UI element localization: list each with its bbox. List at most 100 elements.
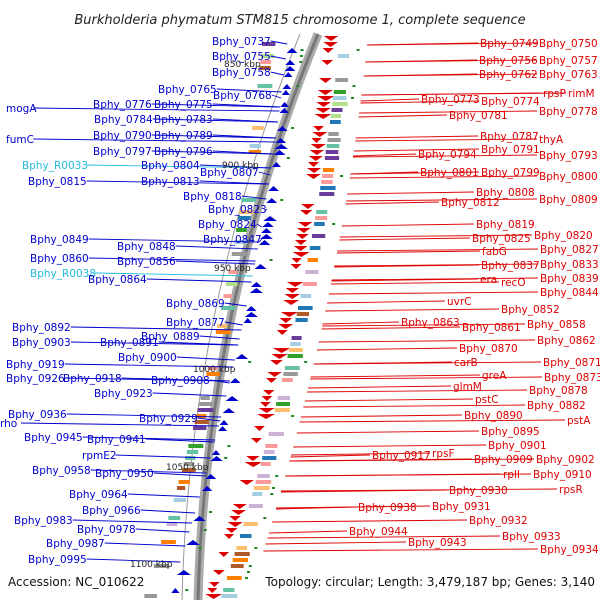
leader-line <box>33 138 276 143</box>
annotation-block <box>324 156 340 160</box>
gene-label-left: Bphy_0797 <box>93 146 152 158</box>
minus-strand-gene <box>243 318 253 323</box>
leader-line <box>307 389 528 393</box>
gene-label-left: Bphy_0923 <box>94 388 153 400</box>
annotation-block <box>196 414 207 418</box>
plus-strand-gene <box>212 570 225 575</box>
gene-label-right: Bphy_0871 <box>543 357 600 369</box>
plus-strand-gene <box>316 102 331 107</box>
leader-line <box>360 98 420 102</box>
annotation-block <box>231 252 248 256</box>
plus-strand-gene <box>285 288 300 293</box>
gene-label-right: Bphy_0934 <box>540 544 599 556</box>
annotation-block <box>277 396 291 400</box>
plus-strand-gene <box>301 204 315 209</box>
annotation-block <box>327 138 341 142</box>
rna-marker <box>352 85 356 87</box>
annotation-block <box>223 294 233 298</box>
plus-strand-gene <box>231 510 247 515</box>
leader-line <box>337 248 539 252</box>
annotation-block <box>232 558 248 562</box>
minus-strand-gene <box>279 108 289 113</box>
gene-label-right: Bphy_0774 <box>481 96 540 108</box>
gene-label-left: Bphy_0889 <box>141 331 200 343</box>
plus-strand-gene <box>314 114 332 119</box>
plus-strand-gene <box>279 318 293 323</box>
gene-label-left: Bphy_0824 <box>198 219 257 231</box>
gene-label-right: Bphy_0932 <box>469 515 528 527</box>
gene-label-left: Bphy_0860 <box>30 253 89 265</box>
leader-line <box>327 300 446 304</box>
annotation-block <box>276 402 291 406</box>
gene-label-right: Bphy_0862 <box>537 335 596 347</box>
minus-strand-gene <box>193 516 206 521</box>
annotation-block <box>252 126 264 130</box>
gene-label-left: Bphy_0804 <box>141 160 200 172</box>
rna-marker <box>185 589 189 591</box>
annotation-block <box>268 432 284 436</box>
annotation-block <box>260 54 275 58</box>
gene-label-right: Bphy_0901 <box>488 440 547 452</box>
annotation-block <box>259 66 271 70</box>
leader-line <box>151 134 276 139</box>
rna-marker <box>246 571 250 573</box>
annotation-block <box>283 372 298 376</box>
plus-strand-gene <box>276 330 288 335</box>
gene-label-left: Bphy_0815 <box>28 176 87 188</box>
minus-strand-gene <box>275 138 287 143</box>
leader-line <box>175 245 258 250</box>
leader-line <box>33 107 280 112</box>
minus-strand-gene <box>222 408 235 413</box>
leader-line <box>151 150 274 155</box>
minus-strand-gene <box>285 60 296 65</box>
plus-strand-gene <box>261 396 273 401</box>
gene-label-right: Bphy_0870 <box>459 343 518 355</box>
leader-line <box>72 519 193 524</box>
gene-label-left: Bphy_0936 <box>8 409 67 421</box>
rna-marker <box>203 529 207 531</box>
gene-label-right: Bphy_0791 <box>481 144 540 156</box>
annotation-block <box>197 408 214 412</box>
leader-line <box>70 341 239 346</box>
leader-line <box>331 277 539 281</box>
label-leader-lines <box>20 40 567 563</box>
leader-line <box>86 180 269 185</box>
rna-marker <box>286 157 290 159</box>
gene-label-right: glmM <box>453 381 482 393</box>
plus-strand-gene <box>296 234 309 239</box>
annotation-block <box>262 456 277 460</box>
annotation-block <box>185 456 196 460</box>
annotation-block <box>274 408 290 412</box>
leader-line <box>212 134 276 139</box>
leader-line <box>146 278 252 283</box>
annotation-block <box>161 540 176 544</box>
annotation-block <box>253 486 270 490</box>
leader-line <box>199 335 240 340</box>
gene-label-right: Bphy_0890 <box>464 410 523 422</box>
gene-label-left: Bphy_0966 <box>82 505 141 517</box>
leader-line <box>290 452 431 456</box>
gene-label-right: Bphy_0809 <box>539 194 598 206</box>
gene-label-right: Bphy_0837 <box>481 260 540 272</box>
annotation-block <box>234 552 250 556</box>
plus-strand-gene <box>312 132 328 137</box>
leader-line <box>270 71 285 76</box>
leader-line <box>322 321 400 325</box>
minus-strand-gene <box>246 306 257 311</box>
plus-strand-gene <box>323 42 338 47</box>
minus-strand-gene <box>284 66 296 71</box>
annotation-block <box>260 462 271 466</box>
plus-strand-gene <box>292 252 310 257</box>
gene-label-left: Bphy_0929 <box>139 413 198 425</box>
gene-label-right: carB <box>454 357 478 369</box>
gene-label-left: Bphy_0964 <box>69 489 128 501</box>
plus-strand-gene <box>308 156 323 161</box>
leader-line <box>322 323 526 327</box>
minus-strand-gene <box>218 426 228 431</box>
gene-label-right: Bphy_0895 <box>481 426 540 438</box>
gene-label-right: Bphy_0910 <box>533 469 592 481</box>
gene-label-right: Bphy_0756 <box>479 55 538 67</box>
leader-line <box>268 530 348 534</box>
annotation-block <box>296 312 310 316</box>
minus-strand-gene <box>261 228 272 233</box>
